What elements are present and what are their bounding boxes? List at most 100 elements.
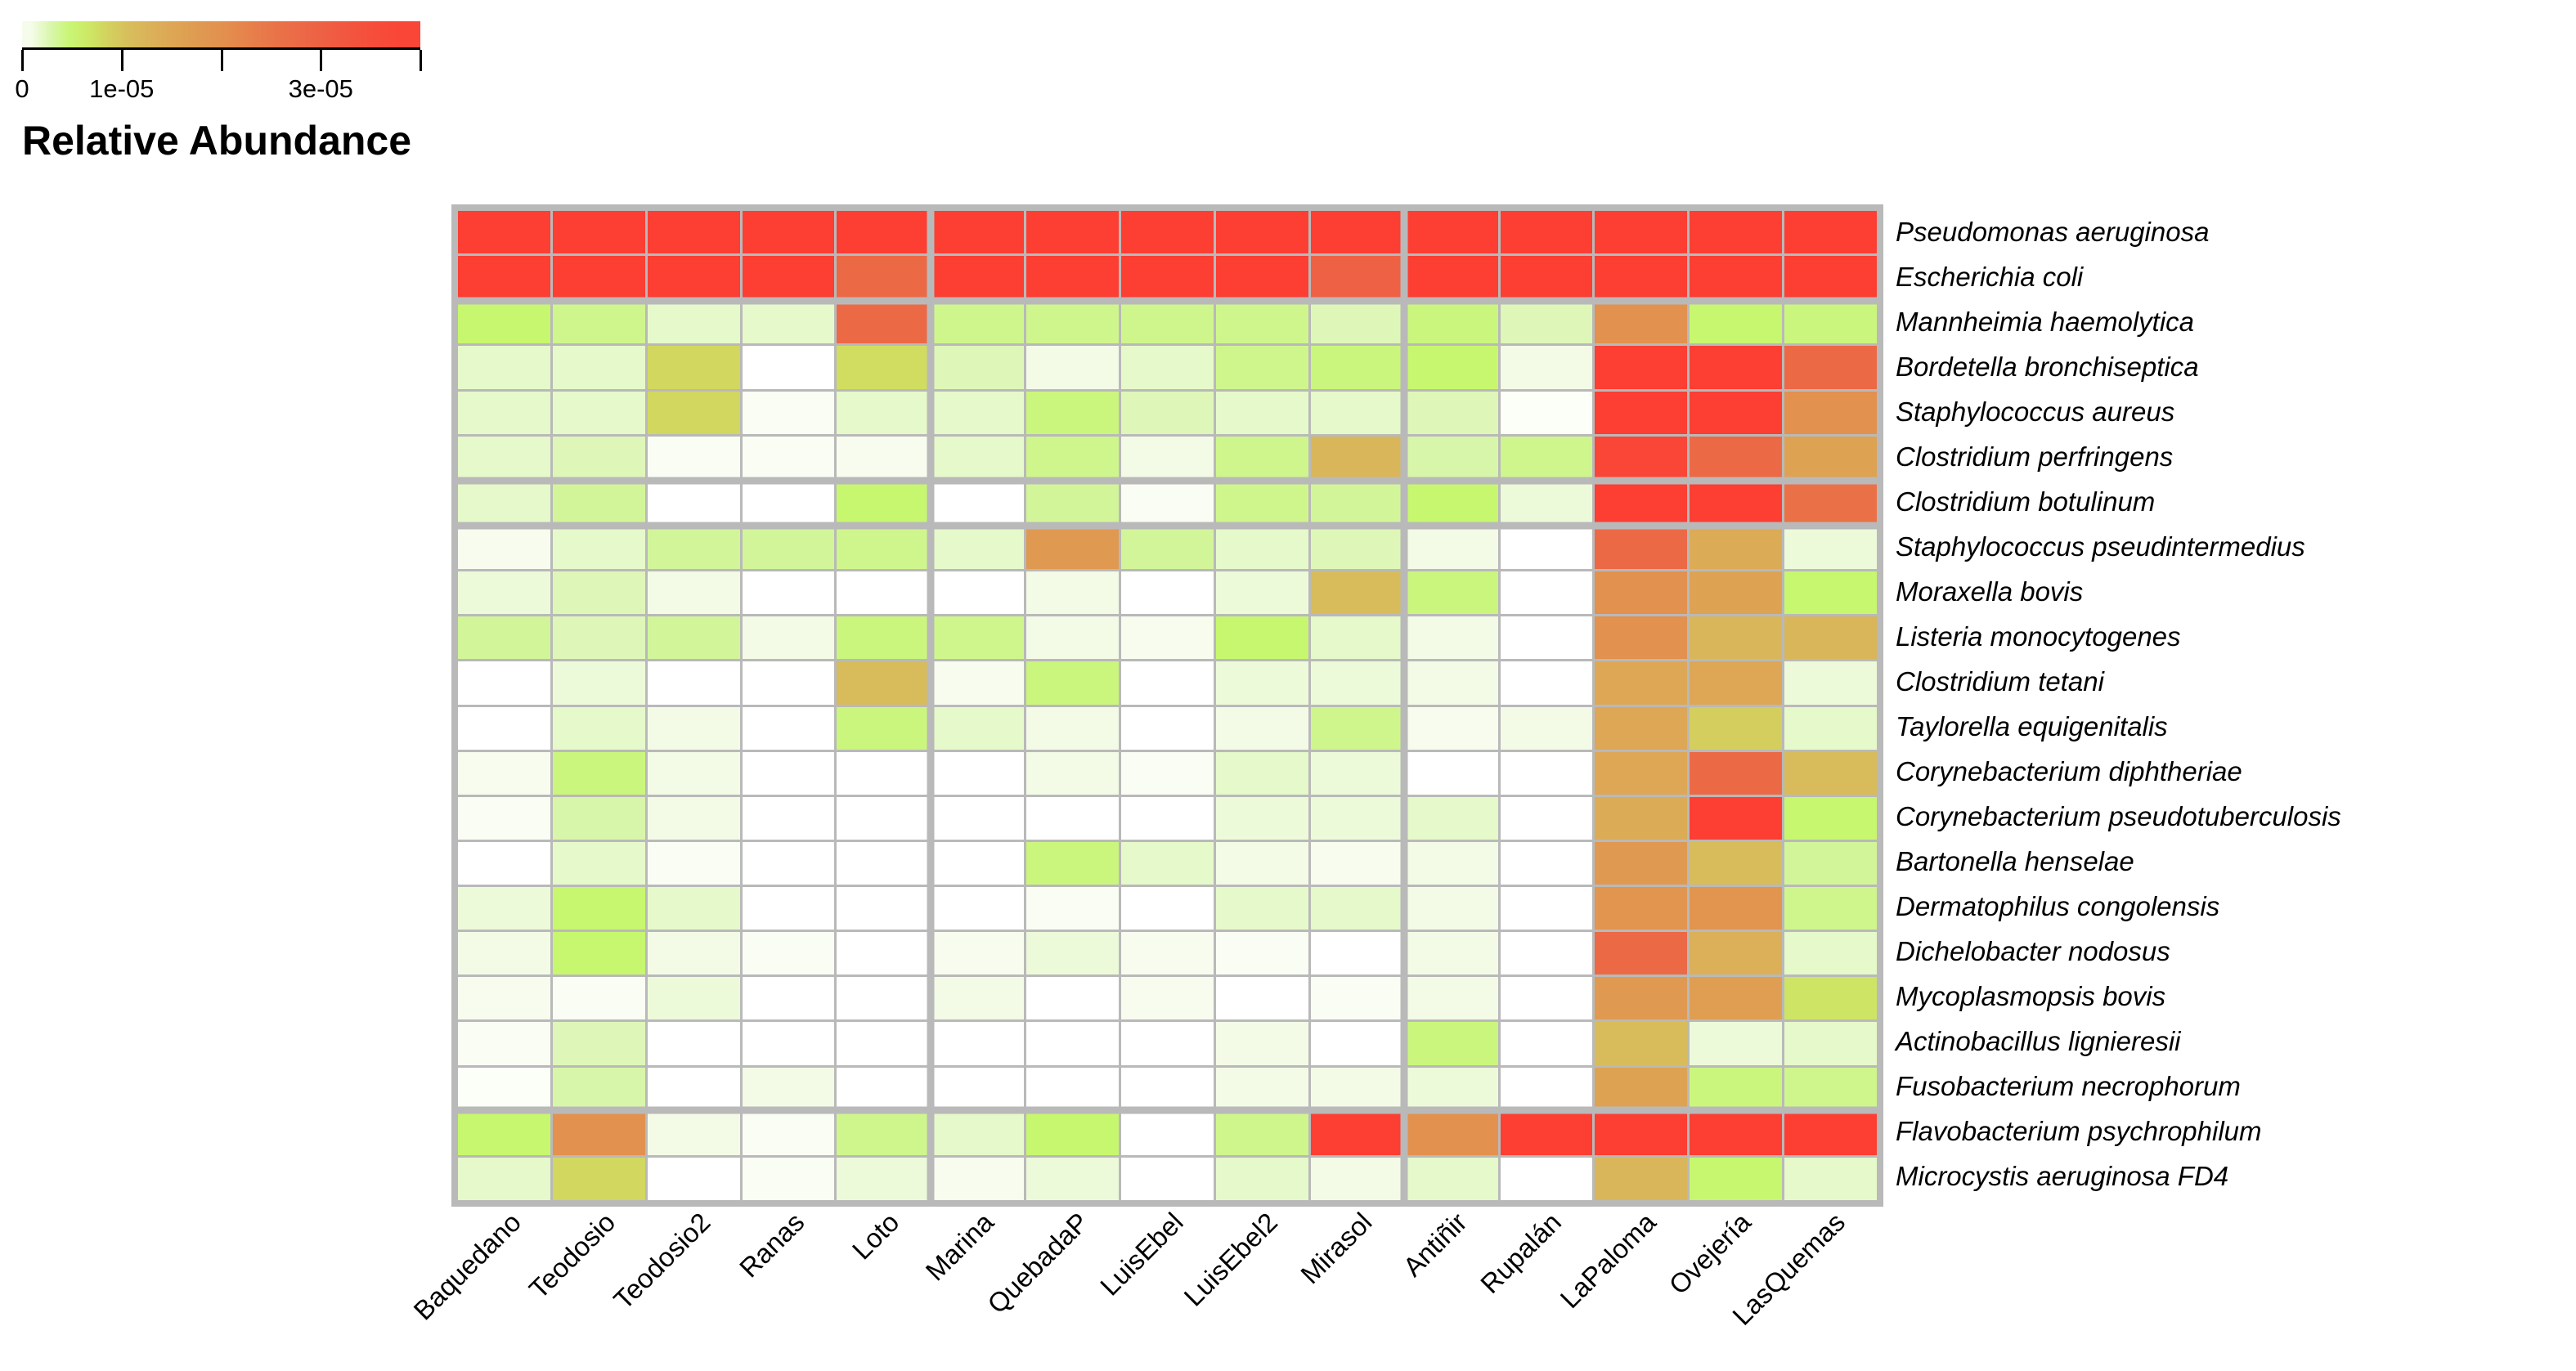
heatmap-cell xyxy=(1405,1022,1498,1065)
heatmap-cell xyxy=(552,256,645,299)
heatmap-cell xyxy=(552,211,645,254)
heatmap-cell xyxy=(742,1157,835,1200)
heatmap-cell xyxy=(458,841,550,885)
heatmap-cell xyxy=(1690,841,1783,885)
column-label-site: Teodosio xyxy=(523,1207,622,1305)
heatmap-cell xyxy=(1310,346,1403,389)
heatmap-cell xyxy=(1500,977,1593,1020)
heatmap-cell xyxy=(837,796,930,840)
heatmap-cell xyxy=(742,571,835,615)
heatmap-cell xyxy=(742,211,835,254)
column-label-site: Teodosio2 xyxy=(607,1207,716,1315)
heatmap-cell xyxy=(931,1022,1025,1065)
heatmap-cell xyxy=(1595,436,1688,479)
row-label-species: Corynebacterium diphtheriae xyxy=(1896,756,2242,786)
heatmap-cell xyxy=(647,526,740,570)
heatmap-cell xyxy=(1500,571,1593,615)
heatmap-cell xyxy=(1405,887,1498,930)
heatmap-cell xyxy=(1784,346,1877,389)
heatmap-cell xyxy=(1595,932,1688,975)
heatmap-cell xyxy=(742,391,835,434)
row-label-species: Taylorella equigenitalis xyxy=(1896,711,2168,742)
heatmap-cell xyxy=(1405,526,1498,570)
heatmap-cell xyxy=(1026,796,1120,840)
heatmap-cell xyxy=(552,706,645,750)
heatmap-cell xyxy=(552,1067,645,1110)
heatmap-cell xyxy=(931,436,1025,479)
heatmap-cell xyxy=(1405,1157,1498,1200)
heatmap-cell xyxy=(458,1157,550,1200)
heatmap-cell xyxy=(837,1022,930,1065)
heatmap-cell xyxy=(552,571,645,615)
heatmap-cell xyxy=(931,571,1025,615)
heatmap-cell xyxy=(742,301,835,344)
heatmap-cell xyxy=(1500,661,1593,705)
heatmap-cell xyxy=(1784,977,1877,1020)
heatmap-cell xyxy=(1595,1112,1688,1155)
heatmap-cell xyxy=(552,301,645,344)
heatmap-cell xyxy=(1500,796,1593,840)
color-key-tick-labels: 0 1e-05 3e-05 xyxy=(15,74,420,107)
heatmap-cell xyxy=(1784,1157,1877,1200)
row-label-species: Mycoplasmopsis bovis xyxy=(1896,981,2166,1011)
heatmap-cell xyxy=(458,706,550,750)
heatmap-cell xyxy=(1595,1022,1688,1065)
heatmap-cell xyxy=(647,346,740,389)
heatmap-cell xyxy=(1690,1067,1783,1110)
heatmap-cell xyxy=(1310,301,1403,344)
heatmap-cell xyxy=(931,616,1025,660)
heatmap-cell xyxy=(931,391,1025,434)
column-label-site: Baquedano xyxy=(407,1207,527,1326)
heatmap-cell xyxy=(1215,301,1308,344)
heatmap-cell xyxy=(1215,887,1308,930)
row-label-species: Moraxella bovis xyxy=(1896,576,2084,607)
heatmap-cell xyxy=(1310,977,1403,1020)
heatmap-cell xyxy=(647,977,740,1020)
heatmap-cell xyxy=(1405,841,1498,885)
heatmap-cell xyxy=(1121,301,1214,344)
heatmap-cell xyxy=(1690,1022,1783,1065)
heatmap-cell xyxy=(1784,616,1877,660)
heatmap-cell xyxy=(1784,751,1877,795)
heatmap-cell xyxy=(552,436,645,479)
legend-tick xyxy=(120,50,123,71)
heatmap-cell xyxy=(552,977,645,1020)
heatmap-cell xyxy=(1121,661,1214,705)
heatmap-cell xyxy=(1026,841,1120,885)
heatmap-cell xyxy=(1405,796,1498,840)
heatmap-cell xyxy=(1784,391,1877,434)
heatmap-cell xyxy=(1215,436,1308,479)
heatmap-cell xyxy=(458,571,550,615)
heatmap-cell xyxy=(837,571,930,615)
heatmap-cell xyxy=(1784,526,1877,570)
heatmap-cell xyxy=(1215,977,1308,1020)
heatmap-cell xyxy=(458,436,550,479)
heatmap-cell xyxy=(1215,932,1308,975)
heatmap-cell xyxy=(1310,526,1403,570)
heatmap-cell xyxy=(1405,706,1498,750)
color-key-gradient-bar xyxy=(21,21,422,71)
heatmap-cell xyxy=(1784,796,1877,840)
heatmap-cell xyxy=(1784,571,1877,615)
heatmap-cell xyxy=(552,1112,645,1155)
heatmap-cell xyxy=(1690,571,1783,615)
heatmap-cell xyxy=(1405,616,1498,660)
heatmap-cell xyxy=(1405,391,1498,434)
column-label-site: Marina xyxy=(919,1207,1000,1287)
heatmap-cell xyxy=(1690,932,1783,975)
column-label-site: Rupalán xyxy=(1474,1207,1568,1300)
heatmap-cell xyxy=(931,977,1025,1020)
legend-tick-label: 1e-05 xyxy=(89,74,155,103)
heatmap-cell xyxy=(1026,977,1120,1020)
heatmap-cell xyxy=(1500,436,1593,479)
heatmap-cell xyxy=(1405,1067,1498,1110)
heatmap-cell xyxy=(1026,526,1120,570)
heatmap-cell xyxy=(1784,1067,1877,1110)
heatmap-cell xyxy=(1026,706,1120,750)
row-label-species: Bartonella henselae xyxy=(1896,846,2134,876)
heatmap-cell xyxy=(1215,1067,1308,1110)
heatmap-cell xyxy=(1690,301,1783,344)
heatmap-cell xyxy=(1026,1157,1120,1200)
heatmap-cell xyxy=(837,526,930,570)
row-label-species: Mannheimia haemolytica xyxy=(1896,307,2195,337)
